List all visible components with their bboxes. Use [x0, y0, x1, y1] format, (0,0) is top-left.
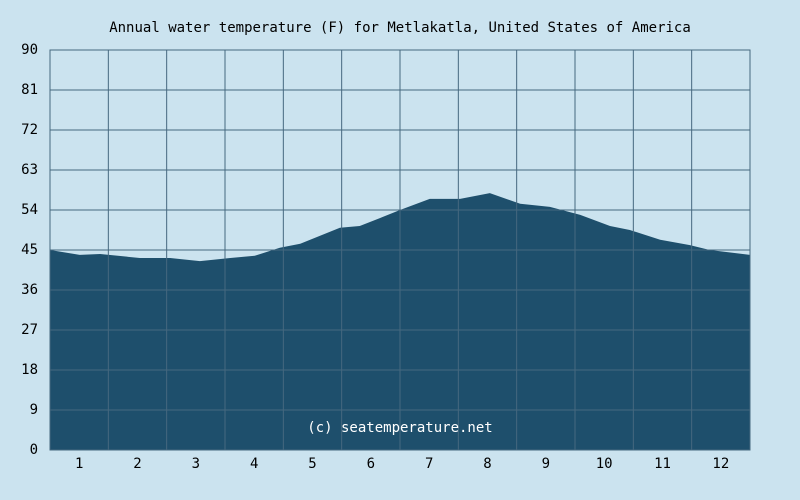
x-tick-label: 5: [308, 456, 316, 472]
x-tick-label: 4: [250, 456, 258, 472]
x-tick-label: 11: [654, 456, 671, 472]
y-tick-label: 90: [21, 42, 38, 58]
chart-title: Annual water temperature (F) for Metlaka…: [109, 20, 691, 36]
x-tick-label: 10: [596, 456, 613, 472]
x-tick-label: 8: [483, 456, 491, 472]
y-tick-label: 18: [21, 362, 38, 378]
plot-border: [49, 49, 751, 451]
y-tick-label: 36: [21, 282, 38, 298]
x-tick-label: 3: [192, 456, 200, 472]
y-tick-label: 63: [21, 162, 38, 178]
y-tick-label: 0: [30, 442, 38, 458]
x-tick-label: 2: [133, 456, 141, 472]
annotation: (c) seatemperature.net: [307, 420, 492, 436]
x-tick-label: 12: [712, 456, 729, 472]
y-tick-label: 45: [21, 242, 38, 258]
y-tick-label: 81: [21, 82, 38, 98]
x-tick-label: 6: [367, 456, 375, 472]
y-tick-label: 72: [21, 122, 38, 138]
x-tick-label: 7: [425, 456, 433, 472]
y-tick-label: 27: [21, 322, 38, 338]
y-tick-label: 54: [21, 202, 38, 218]
x-tick-label: 9: [542, 456, 550, 472]
y-tick-label: 9: [30, 402, 38, 418]
x-tick-label: 1: [75, 456, 83, 472]
